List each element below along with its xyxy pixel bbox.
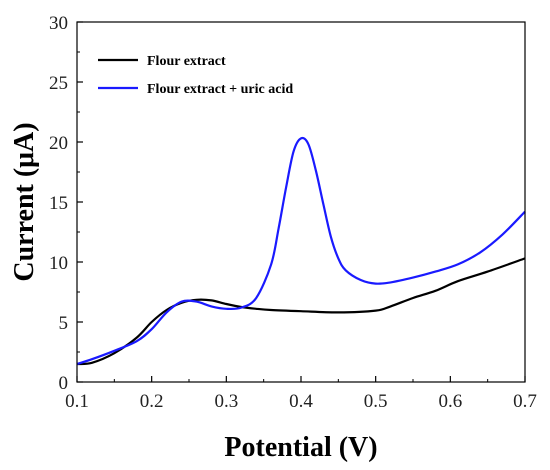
x-tick-label: 0.4 [289,391,313,412]
y-ticks: 0 5 10 15 20 25 30 [49,13,83,394]
x-tick-label: 0.2 [140,391,164,412]
y-tick-label: 25 [49,73,68,94]
y-tick-label: 0 [59,373,69,394]
y-tick-label: 15 [49,193,68,214]
plot-frame [76,21,526,383]
x-axis-title: Potential (V) [224,432,377,463]
x-tick-label: 0.1 [65,391,89,412]
x-tick-label: 0.5 [364,391,388,412]
series-line-1 [76,257,526,366]
y-tick-label: 10 [49,253,68,274]
y-tick-label: 20 [49,133,68,154]
y-tick-label: 30 [49,13,68,34]
x-tick-label: 0.6 [438,391,462,412]
plot-lines [76,136,526,366]
y-axis-title: Current (μA) [9,122,40,281]
legend-label-1: Flour extract [147,54,226,69]
x-ticks: 0.1 0.2 0.3 0.4 0.5 0.6 0.7 [65,376,537,412]
legend-label-2: Flour extract + uric acid [147,82,293,97]
series-line-2 [76,136,526,366]
y-tick-label: 5 [59,313,69,334]
x-tick-label: 0.7 [513,391,537,412]
legend: Flour extract Flour extract + uric acid [98,54,293,97]
x-tick-label: 0.3 [214,391,238,412]
